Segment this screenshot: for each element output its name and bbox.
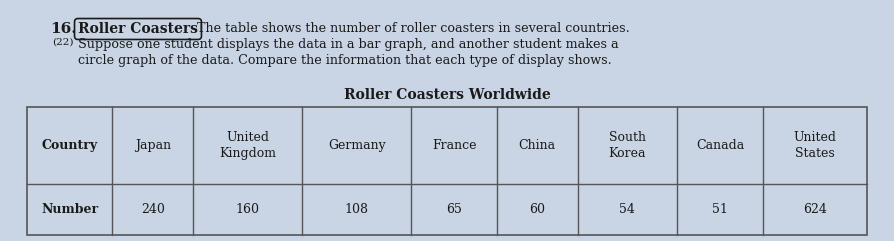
Text: 108: 108 <box>345 203 369 216</box>
Text: United
Kingdom: United Kingdom <box>219 131 276 160</box>
Text: Suppose one student displays the data in a bar graph, and another student makes : Suppose one student displays the data in… <box>78 38 619 51</box>
Text: Japan: Japan <box>135 139 171 152</box>
Text: Number: Number <box>41 203 98 216</box>
Text: 54: 54 <box>620 203 636 216</box>
Text: 51: 51 <box>712 203 728 216</box>
Bar <box>27 107 867 235</box>
Text: 624: 624 <box>803 203 827 216</box>
Text: 16.: 16. <box>50 22 77 36</box>
Text: (22): (22) <box>52 38 73 47</box>
Text: 65: 65 <box>446 203 462 216</box>
Text: 240: 240 <box>141 203 164 216</box>
Text: South
Korea: South Korea <box>609 131 646 160</box>
Text: United
States: United States <box>793 131 836 160</box>
Text: circle graph of the data. Compare the information that each type of display show: circle graph of the data. Compare the in… <box>78 54 611 67</box>
Text: The table shows the number of roller coasters in several countries.: The table shows the number of roller coa… <box>197 22 629 35</box>
Text: Country: Country <box>42 139 97 152</box>
Text: Germany: Germany <box>328 139 385 152</box>
Text: France: France <box>432 139 477 152</box>
Text: 160: 160 <box>236 203 259 216</box>
Text: Roller Coasters: Roller Coasters <box>78 22 198 36</box>
Text: 60: 60 <box>529 203 545 216</box>
Text: Canada: Canada <box>696 139 744 152</box>
Text: China: China <box>519 139 556 152</box>
Text: Roller Coasters Worldwide: Roller Coasters Worldwide <box>343 88 551 102</box>
